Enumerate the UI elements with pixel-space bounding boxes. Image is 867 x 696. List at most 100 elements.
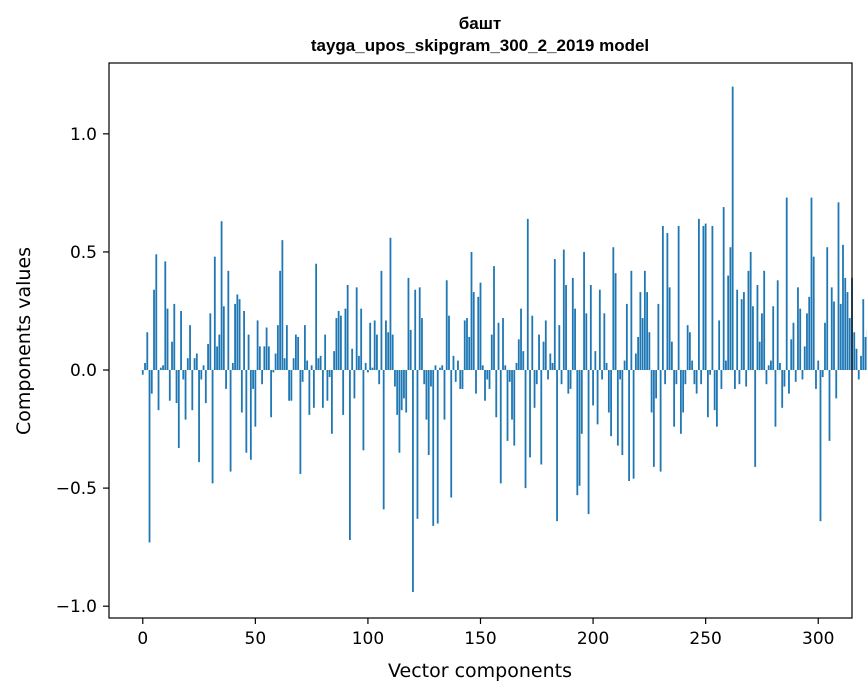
bars-group [141,86,867,593]
bar-component-27 [202,365,205,371]
bar-component-309 [837,202,840,371]
bar-component-159 [499,370,502,484]
bar-component-103 [373,320,376,371]
y-tick-label: 0.5 [70,243,97,263]
bar-component-172 [529,370,531,458]
bar-component-3 [148,370,151,543]
bar-component-133 [441,365,444,371]
bar-component-173 [531,315,534,371]
bar-component-183 [553,259,556,371]
chart-title-line-1: башт [459,14,501,33]
bar-component-312 [844,277,847,371]
bar-component-68 [294,334,297,371]
bar-component-148 [475,370,477,394]
bar-component-108 [385,320,387,371]
bar-component-204 [601,370,603,380]
bar-component-112 [394,370,396,387]
bar-component-114 [398,370,401,453]
bar-component-314 [848,318,851,371]
bar-component-245 [693,370,696,385]
bar-component-320 [862,299,865,371]
bar-component-78 [317,358,320,371]
bar-component-185 [558,325,561,371]
bar-component-251 [707,370,709,418]
bar-component-196 [583,251,585,371]
bar-component-29 [207,344,209,371]
x-tick-label: 200 [577,629,609,649]
bar-component-81 [324,334,327,371]
bar-component-246 [695,370,698,394]
bar-component-205 [603,313,606,371]
bar-component-92 [349,370,351,541]
bar-component-303 [824,322,826,371]
bar-component-191 [571,277,574,371]
y-tick-label: 0.0 [70,361,97,381]
bar-component-176 [538,334,540,371]
bar-component-195 [580,370,583,434]
bar-component-290 [794,370,797,382]
bar-component-249 [702,225,705,371]
bar-component-69 [297,336,300,371]
bar-component-163 [508,370,511,382]
bar-component-65 [288,370,291,401]
bar-component-292 [799,308,802,371]
bar-component-319 [860,355,862,371]
bar-component-271 [752,306,754,371]
bar-component-250 [704,223,707,371]
bar-component-253 [711,225,714,371]
bar-component-84 [331,370,333,434]
bar-component-254 [713,370,716,411]
bar-component-51 [256,320,259,371]
bar-component-161 [504,365,507,371]
bar-component-118 [407,277,410,371]
bar-component-61 [279,270,282,371]
bar-component-111 [391,334,394,371]
bar-component-139 [454,370,457,382]
bar-component-132 [439,367,441,371]
bar-component-45 [243,310,245,371]
bar-component-2 [146,332,149,371]
bar-component-158 [497,322,500,371]
bar-component-41 [234,303,236,371]
bar-component-281 [774,370,777,427]
bar-component-313 [846,292,849,371]
bar-component-124 [421,318,423,371]
bar-component-152 [484,370,486,401]
bar-component-237 [675,370,678,385]
bar-component-300 [817,360,820,371]
bar-component-272 [754,370,757,467]
bar-component-240 [682,370,685,413]
bar-component-117 [405,370,408,413]
bar-component-66 [290,370,293,401]
bar-component-198 [587,370,590,515]
bar-component-4 [150,370,153,394]
bar-component-71 [301,370,304,382]
bar-component-288 [790,339,793,371]
bar-component-242 [686,325,689,371]
bar-component-285 [783,370,786,387]
bar-component-164 [511,370,513,420]
bar-component-297 [810,197,813,371]
bar-component-156 [493,266,495,371]
bar-component-282 [776,280,779,371]
bar-component-215 [625,303,628,371]
bar-component-229 [657,303,660,371]
bar-component-239 [679,370,682,434]
bar-component-273 [756,285,759,371]
bar-component-307 [833,301,835,371]
bar-component-123 [418,287,421,371]
bar-component-188 [565,285,567,371]
x-axis-ticks: 0 50 100 150 200 250 300 [137,618,834,649]
bar-component-289 [792,322,795,371]
bar-component-175 [535,370,538,385]
bar-component-20 [186,358,189,371]
bar-component-119 [409,329,412,371]
bar-component-283 [779,362,781,371]
bar-component-255 [716,370,718,427]
bar-component-157 [495,370,498,418]
bar-component-208 [610,370,612,437]
bar-component-85 [333,351,336,371]
y-tick-label: 1.0 [70,125,97,145]
x-tick-label: 0 [137,629,148,649]
bar-component-113 [396,370,399,415]
